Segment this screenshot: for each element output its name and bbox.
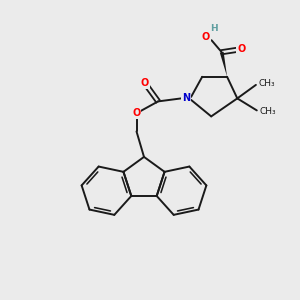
Text: N: N [182, 93, 190, 103]
Text: CH₃: CH₃ [259, 107, 276, 116]
Text: H: H [210, 24, 218, 33]
Text: O: O [202, 32, 210, 42]
Text: O: O [132, 108, 141, 118]
Text: CH₃: CH₃ [258, 79, 275, 88]
Text: O: O [237, 44, 245, 54]
Polygon shape [220, 52, 227, 77]
Text: O: O [140, 78, 149, 88]
